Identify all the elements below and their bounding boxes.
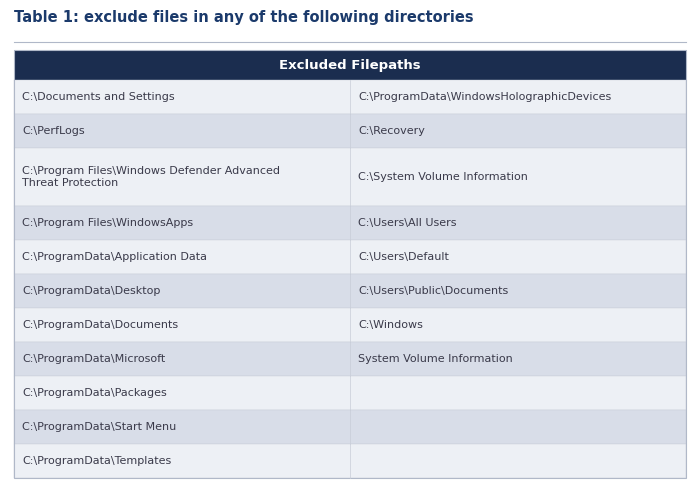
Text: Excluded Filepaths: Excluded Filepaths: [279, 59, 421, 72]
Bar: [14, 444, 686, 478]
Text: C:\ProgramData\WindowsHolographicDevices: C:\ProgramData\WindowsHolographicDevices: [358, 92, 611, 102]
Text: C:\Recovery: C:\Recovery: [358, 126, 425, 136]
Bar: [14, 50, 686, 478]
Bar: [14, 80, 686, 114]
Bar: [14, 206, 686, 240]
Text: C:\PerfLogs: C:\PerfLogs: [22, 126, 85, 136]
Text: C:\ProgramData\Packages: C:\ProgramData\Packages: [22, 388, 167, 398]
Text: C:\ProgramData\Desktop: C:\ProgramData\Desktop: [22, 286, 160, 296]
Bar: [14, 342, 686, 376]
Text: C:\ProgramData\Documents: C:\ProgramData\Documents: [22, 320, 178, 330]
Text: System Volume Information: System Volume Information: [358, 354, 512, 364]
Bar: [14, 240, 686, 274]
Text: C:\Users\Public\Documents: C:\Users\Public\Documents: [358, 286, 508, 296]
Text: Table 1: exclude files in any of the following directories: Table 1: exclude files in any of the fol…: [14, 10, 474, 25]
Text: C:\ProgramData\Start Menu: C:\ProgramData\Start Menu: [22, 422, 176, 432]
Text: C:\ProgramData\Templates: C:\ProgramData\Templates: [22, 456, 171, 466]
Bar: [14, 114, 686, 148]
Text: C:\Windows: C:\Windows: [358, 320, 423, 330]
Bar: [14, 274, 686, 308]
Bar: [14, 410, 686, 444]
Text: C:\Documents and Settings: C:\Documents and Settings: [22, 92, 174, 102]
Text: C:\Users\All Users: C:\Users\All Users: [358, 218, 456, 228]
Text: C:\Users\Default: C:\Users\Default: [358, 252, 449, 262]
Bar: [14, 148, 686, 206]
Text: C:\Program Files\Windows Defender Advanced
Threat Protection: C:\Program Files\Windows Defender Advanc…: [22, 166, 280, 188]
Text: C:\ProgramData\Application Data: C:\ProgramData\Application Data: [22, 252, 207, 262]
Text: C:\ProgramData\Microsoft: C:\ProgramData\Microsoft: [22, 354, 165, 364]
Text: C:\System Volume Information: C:\System Volume Information: [358, 172, 528, 182]
Bar: [14, 308, 686, 342]
Bar: [14, 50, 686, 80]
Text: C:\Program Files\WindowsApps: C:\Program Files\WindowsApps: [22, 218, 193, 228]
Bar: [14, 376, 686, 410]
